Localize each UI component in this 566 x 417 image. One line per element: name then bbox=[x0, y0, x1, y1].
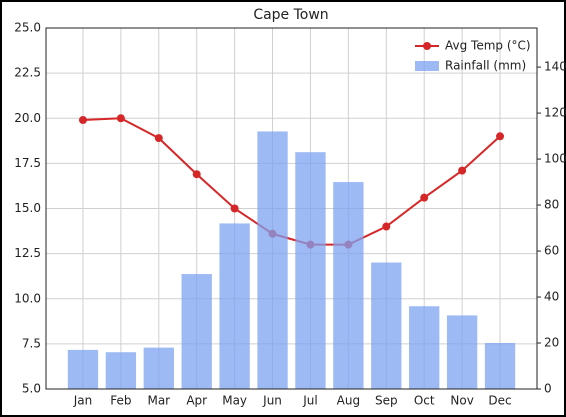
y2-tick-label: 20 bbox=[544, 336, 559, 350]
rain-bar bbox=[181, 274, 212, 389]
temp-point bbox=[458, 166, 467, 175]
plot-border bbox=[45, 27, 538, 390]
y-tick-label: 7.5 bbox=[22, 336, 41, 350]
y-tick-label: 15.0 bbox=[14, 201, 41, 215]
x-tick-label: Jan bbox=[73, 394, 93, 408]
y2-tick-label: 0 bbox=[544, 382, 552, 396]
rain-bar bbox=[67, 349, 99, 389]
y-tick-label: 5.0 bbox=[22, 382, 41, 396]
rain-bar bbox=[333, 182, 364, 389]
y2-tick-label: 60 bbox=[544, 244, 559, 258]
rain-bar bbox=[257, 131, 288, 389]
x-tick-label: Aug bbox=[337, 394, 360, 408]
rain-bar bbox=[295, 152, 326, 389]
y2-tick-label: 80 bbox=[544, 198, 559, 212]
rain-bar bbox=[484, 343, 516, 389]
temp-point bbox=[154, 134, 163, 143]
rain-bar bbox=[446, 315, 478, 389]
temp-point bbox=[230, 204, 239, 213]
x-tick-label: Dec bbox=[488, 394, 511, 408]
temp-line bbox=[82, 117, 501, 246]
x-tick-label: Jun bbox=[262, 394, 282, 408]
y2-tick-label: 140 bbox=[544, 60, 566, 74]
y2-tick-label: 40 bbox=[544, 290, 559, 304]
x-tick-label: May bbox=[222, 394, 247, 408]
legend-swatch bbox=[415, 61, 439, 71]
x-tick-label: Oct bbox=[414, 394, 435, 408]
x-tick-label: Mar bbox=[147, 394, 170, 408]
temp-point bbox=[78, 116, 87, 125]
rain-bar bbox=[219, 223, 250, 389]
y-tick-label: 17.5 bbox=[14, 156, 41, 170]
y2-tick-label: 100 bbox=[544, 152, 566, 166]
legend-label: Rainfall (mm) bbox=[445, 59, 526, 73]
rain-bar bbox=[409, 306, 440, 389]
x-tick-label: Feb bbox=[110, 394, 131, 408]
x-tick-label: Apr bbox=[186, 394, 207, 408]
temp-point bbox=[116, 114, 125, 123]
temp-point bbox=[420, 193, 429, 202]
x-tick-label: Nov bbox=[450, 394, 473, 408]
x-tick-label: Sep bbox=[375, 394, 398, 408]
rain-bar bbox=[371, 262, 402, 389]
y2-tick-label: 120 bbox=[544, 106, 566, 120]
x-tick-label: Jul bbox=[302, 394, 317, 408]
legend-label: Avg Temp (°C) bbox=[445, 39, 531, 53]
temp-point bbox=[192, 170, 201, 179]
temp-point bbox=[382, 222, 391, 231]
y-tick-label: 25.0 bbox=[14, 21, 41, 35]
rain-bar bbox=[105, 352, 137, 389]
y-tick-label: 10.0 bbox=[14, 291, 41, 305]
legend-marker bbox=[423, 42, 431, 50]
temp-point bbox=[496, 132, 505, 141]
chart-title: Cape Town bbox=[253, 7, 328, 23]
y-tick-label: 12.5 bbox=[14, 246, 41, 260]
rain-bar bbox=[143, 347, 174, 389]
y-tick-label: 22.5 bbox=[14, 66, 41, 80]
y-tick-label: 20.0 bbox=[14, 111, 41, 125]
